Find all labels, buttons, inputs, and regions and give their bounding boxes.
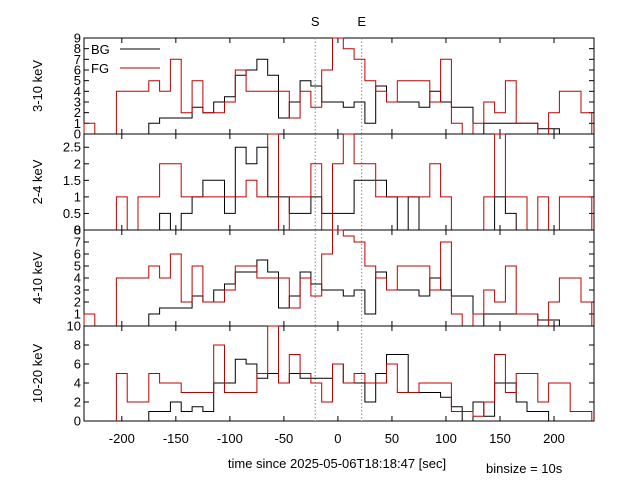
binsize-label: binsize = 10s	[486, 461, 563, 476]
y-tick-label: 4	[74, 84, 81, 99]
series-fg-line	[115, 325, 593, 421]
panel-1: 0 0.5 11.5 22.5 2-4 keV	[30, 133, 595, 238]
x-tick-label: -100	[217, 431, 243, 446]
y-tick-label: 6	[74, 247, 81, 262]
x-tick-label: 200	[543, 431, 565, 446]
y-tick-label: 2	[74, 105, 81, 120]
y-tick-label: 2	[74, 156, 81, 171]
x-tick-label: 100	[435, 431, 457, 446]
series-fg-line	[83, 229, 593, 326]
panel-frame	[83, 133, 595, 231]
x-axis-label: time since 2025-05-06T18:18:47 [sec]	[228, 456, 446, 471]
y-tick-label: 7	[74, 52, 81, 67]
series-bg-line	[148, 259, 560, 326]
y-tick-label: 0	[74, 414, 81, 429]
y-tick-label: 8	[74, 41, 81, 56]
marker-label-E: E	[357, 14, 366, 29]
y-tick-label: 6	[74, 357, 81, 372]
y-tick-label: 1	[74, 307, 81, 322]
y-axis-label: 3-10 keV	[30, 60, 45, 112]
y-tick-label: 10	[67, 319, 81, 334]
series-bg-line	[148, 58, 560, 134]
x-tick-label: -200	[109, 431, 135, 446]
y-tick-label: 8	[74, 338, 81, 353]
panel-frame	[83, 37, 595, 135]
y-tick-label: 3	[74, 283, 81, 298]
series-fg-line	[83, 37, 593, 134]
y-tick-label: 2	[74, 395, 81, 410]
y-axis-label: 2-4 keV	[30, 159, 45, 204]
legend-label-bg: BG	[91, 42, 110, 57]
x-axis: -200 -150 -100 -50 0 50 100 150 200	[109, 431, 565, 446]
x-tick-label: -150	[163, 431, 189, 446]
panel-3: 0 2 4 6 8 10-20 keV	[30, 325, 595, 429]
y-tick-label: 8	[74, 223, 81, 238]
series-fg-line	[115, 133, 593, 230]
x-tick-label: 150	[489, 431, 511, 446]
y-tick-label: 1.5	[63, 173, 81, 188]
legend-label-fg: FG	[91, 61, 109, 76]
y-tick-label: 3	[74, 95, 81, 110]
x-tick-label: 50	[385, 431, 399, 446]
marker-label-S: S	[311, 14, 320, 29]
legend: BG FG	[91, 42, 160, 76]
y-tick-label: 0	[74, 127, 81, 142]
x-tick-label: 0	[334, 431, 341, 446]
y-tick-label: 7	[74, 235, 81, 250]
y-tick-label: 2.5	[63, 140, 81, 155]
y-axis-label: 10-20 keV	[30, 344, 45, 404]
y-tick-label: 9	[74, 31, 81, 46]
y-tick-label: 4	[74, 271, 81, 286]
y-axis-label: 4-10 keV	[30, 252, 45, 304]
y-tick-label: 0	[74, 223, 81, 238]
y-tick-label: 1	[74, 116, 81, 131]
y-tick-label: 0.5	[63, 206, 81, 221]
y-tick-label: 5	[74, 73, 81, 88]
y-tick-label: 5	[74, 259, 81, 274]
y-tick-label: 2	[74, 295, 81, 310]
x-tick-label: -50	[274, 431, 293, 446]
y-tick-label: 6	[74, 63, 81, 78]
series-bg-line	[159, 146, 517, 230]
y-tick-label: 4	[74, 376, 81, 391]
panel-frame	[83, 325, 595, 422]
series-bg-line	[148, 354, 550, 421]
y-tick-label: 1	[74, 189, 81, 204]
